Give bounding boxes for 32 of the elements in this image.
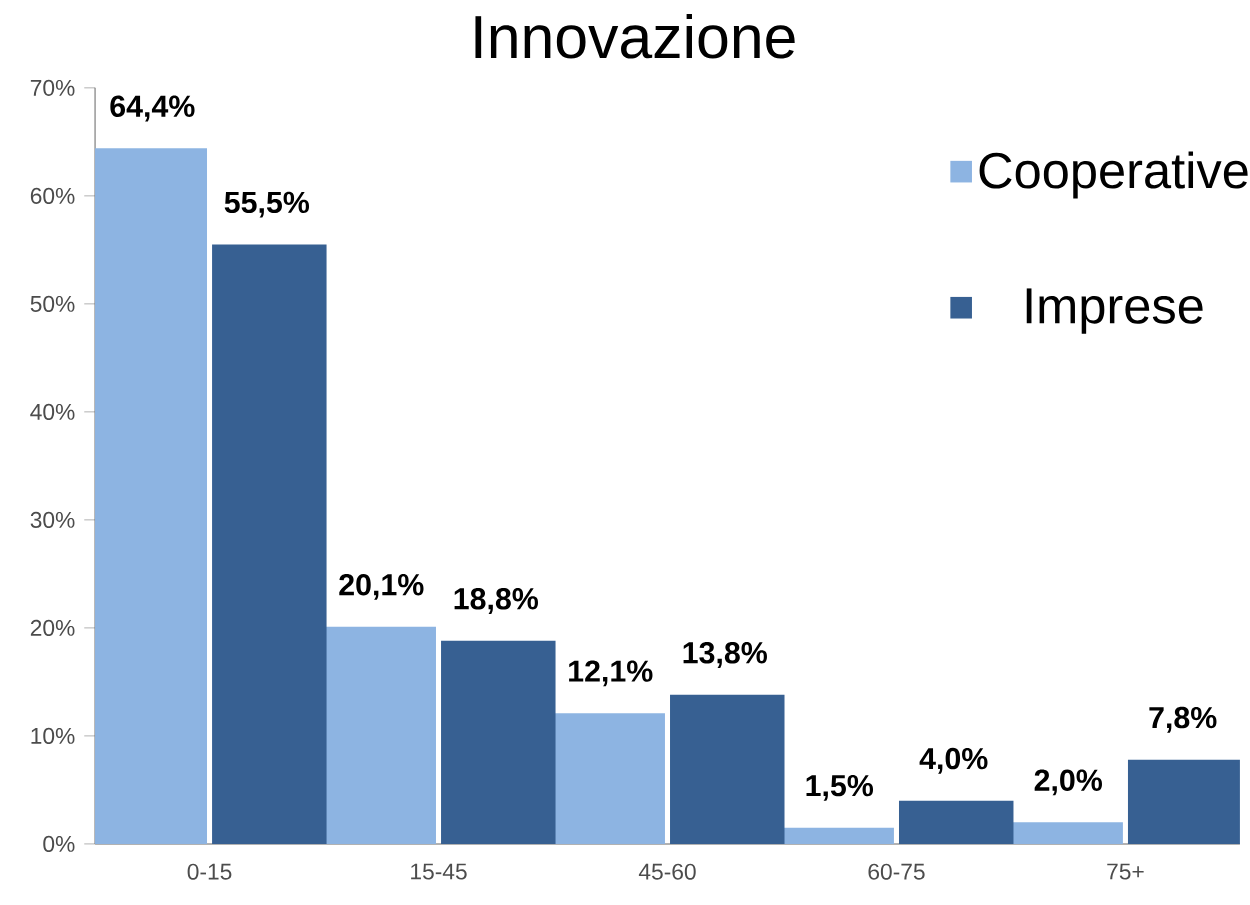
chart-title: Innovazione — [475, 13, 795, 59]
y-tick-label: 10% — [31, 727, 75, 744]
x-tick-label: 75+ — [1107, 863, 1144, 880]
data-label: 18,8% — [454, 587, 538, 614]
data-label: 4,0% — [919, 747, 988, 774]
bar — [670, 694, 785, 844]
bar — [95, 148, 208, 844]
y-tick-label: 60% — [30, 187, 75, 204]
y-tick-label: 40% — [30, 403, 75, 420]
x-tick-label: 45-60 — [638, 863, 696, 880]
y-tick-label: 0% — [43, 835, 75, 852]
y-tick-label: 20% — [30, 619, 75, 636]
data-label: 7,8% — [1149, 706, 1217, 733]
y-tick-label: 50% — [30, 295, 75, 312]
data-label: 20,1% — [339, 573, 424, 600]
legend-label: Cooperative — [979, 151, 1248, 199]
bar — [441, 640, 556, 844]
bar — [898, 800, 1014, 844]
bar — [1127, 759, 1240, 844]
data-label: 2,0% — [1034, 769, 1102, 796]
x-tick-label: 60-75 — [868, 863, 925, 880]
x-tick-label: 15-45 — [411, 863, 467, 880]
bar — [212, 244, 327, 844]
data-label: 1,5% — [806, 774, 874, 801]
y-tick-label: 70% — [30, 79, 75, 96]
data-label: 64,4% — [110, 95, 195, 122]
y-tick-label: 30% — [30, 511, 75, 528]
data-label: 55,5% — [224, 191, 310, 218]
x-tick-label: 0-15 — [187, 863, 232, 880]
legend-label: Imprese — [1026, 288, 1203, 334]
data-label: 13,8% — [683, 641, 767, 668]
data-label: 12,1% — [569, 660, 653, 687]
